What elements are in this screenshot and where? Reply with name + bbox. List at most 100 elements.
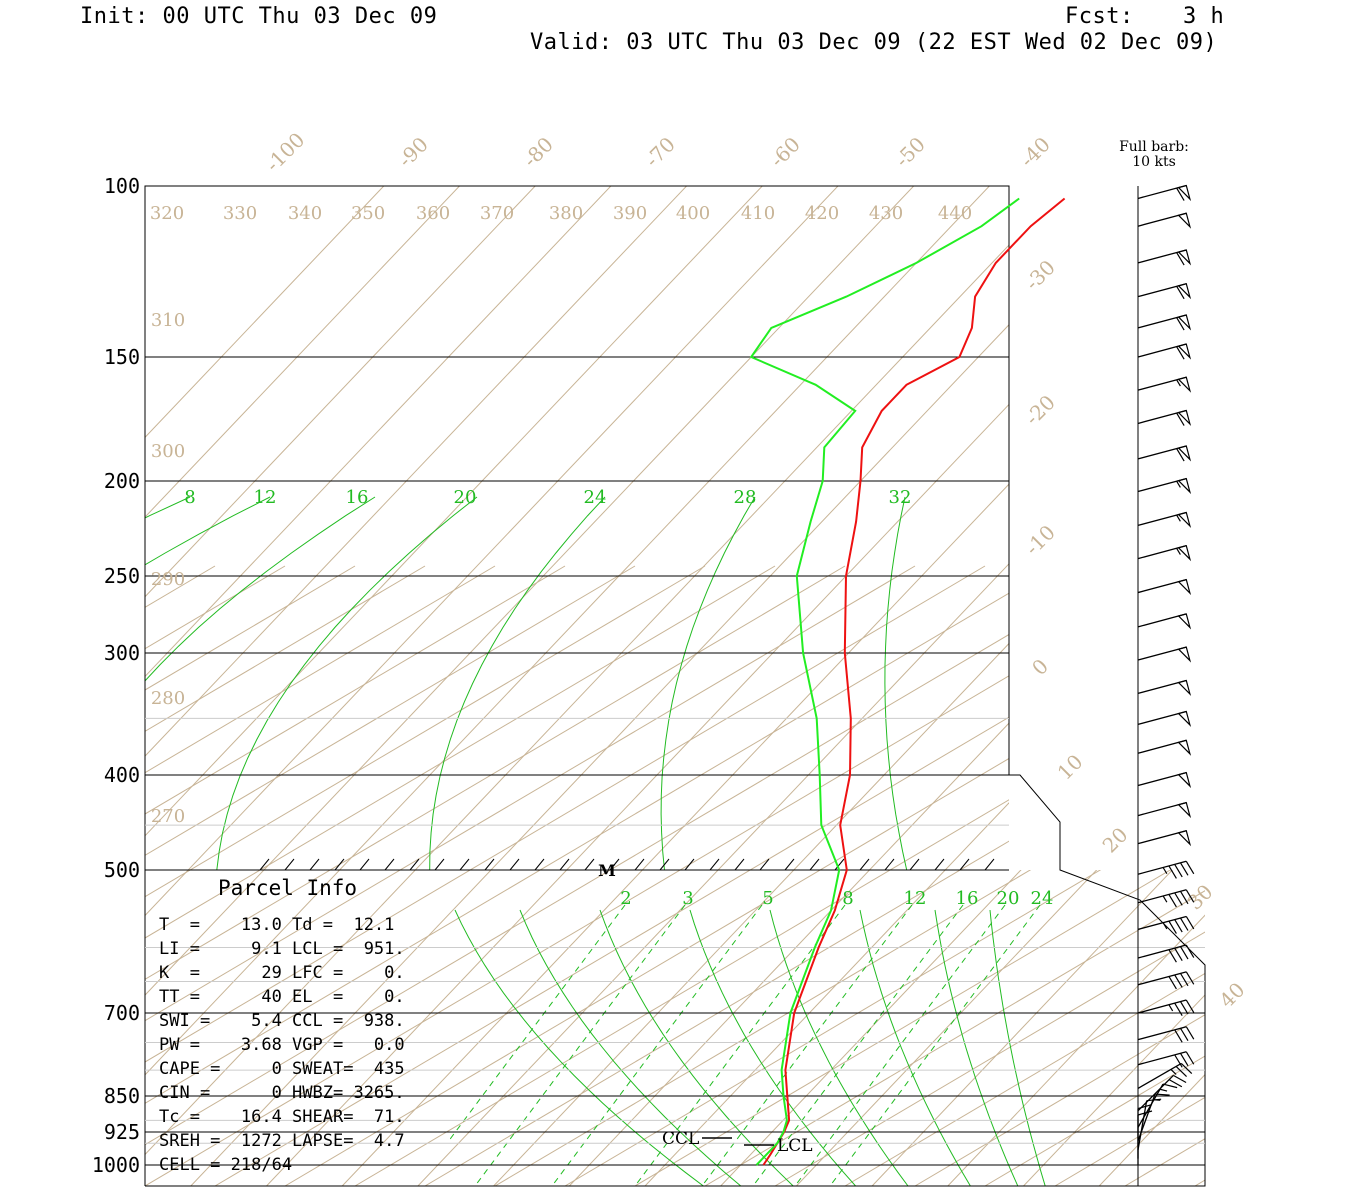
wind-barb <box>1137 860 1195 879</box>
hatch-mark <box>484 858 495 871</box>
barb-flag <box>1177 511 1192 529</box>
isotherm-line <box>644 870 946 1186</box>
mixing-ratio-label: 12 <box>254 487 277 508</box>
barb-feather <box>1185 860 1195 875</box>
hatch-mark <box>659 858 670 871</box>
mixing-ratio-label: 16 <box>346 487 369 508</box>
isotherm-label: -10 <box>1020 520 1060 560</box>
isotherm-label: -100 <box>261 128 310 177</box>
barb-feather <box>1180 1062 1193 1074</box>
hatch-mark <box>584 858 595 871</box>
barb-half-feather <box>1176 547 1181 555</box>
adiabat-line <box>1195 566 1350 1186</box>
mixing-ratio-dash <box>634 904 846 1186</box>
lcl-label: LCL <box>777 1136 813 1156</box>
wind-barb <box>1137 1026 1195 1043</box>
mixing-ratio-label: 12 <box>904 888 927 909</box>
mixing-ratio-curve <box>216 496 478 870</box>
hatch-mark <box>259 858 270 871</box>
hatch-mark <box>984 858 995 871</box>
adiabat-line <box>145 870 612 1146</box>
hatch-mark <box>309 858 320 871</box>
barb-legend-line2: 10 kts <box>1132 154 1176 170</box>
valid-time: Valid: 03 UTC Thu 03 Dec 09 (22 EST Wed … <box>530 30 1218 55</box>
isotherm-line <box>145 186 461 518</box>
pressure-label: 925 <box>104 1120 140 1144</box>
parcel-row: T = 13.0 Td = 12.1 <box>159 915 394 935</box>
hatch-mark <box>359 858 370 871</box>
parcel-row: SREH = 1272 LAPSE= 4.7 <box>159 1131 405 1151</box>
barb-feather <box>1185 999 1195 1013</box>
barb-feather <box>1179 1053 1189 1067</box>
barb-flag <box>1177 646 1192 663</box>
theta-label: 390 <box>613 203 647 224</box>
adiabat-line <box>145 565 566 815</box>
wind-barb <box>1137 477 1192 495</box>
moist-adiabat-curve <box>599 909 794 1186</box>
isotherm-label: -70 <box>640 132 680 172</box>
barb-feather <box>1176 317 1185 331</box>
isotherm-label: -50 <box>890 132 930 172</box>
hatch-mark <box>959 858 970 871</box>
isotherm-line <box>1099 100 1350 1186</box>
theta-label: 430 <box>869 203 903 224</box>
wind-barb <box>1137 801 1192 819</box>
isotherm-line <box>190 870 492 1186</box>
mixing-ratio-dash <box>794 904 1006 1186</box>
theta-label: 420 <box>805 203 839 224</box>
theta-label: 280 <box>151 688 185 709</box>
theta-label: 380 <box>549 203 583 224</box>
adiabat-line <box>145 565 356 691</box>
isotherm-line <box>796 870 1098 1186</box>
adiabat-line <box>354 870 892 1186</box>
barb-feather <box>1168 1079 1183 1088</box>
adiabat-line <box>1125 566 1350 1186</box>
adiabat-line <box>145 565 426 732</box>
barb-flag <box>1177 801 1192 819</box>
wind-barb <box>1137 1098 1162 1151</box>
adiabat-line <box>424 870 962 1186</box>
hatch-mark <box>509 858 520 871</box>
wind-barb <box>1137 1074 1187 1112</box>
isotherm-line <box>1098 1073 1205 1186</box>
wind-barb <box>1137 409 1192 427</box>
barb-feather <box>1168 920 1177 934</box>
hatch-mark <box>734 858 745 871</box>
wind-barb <box>1137 1062 1193 1089</box>
barb-flag <box>1177 739 1192 756</box>
adiabat-line <box>564 870 1102 1186</box>
mixing-ratio-label: 2 <box>620 888 631 909</box>
wind-barb <box>1137 1110 1153 1165</box>
theta-label: 300 <box>151 441 185 462</box>
wind-barb <box>1137 739 1192 756</box>
isotherm-line <box>944 802 1009 870</box>
isotherm-line <box>1023 994 1205 1186</box>
moist-adiabat-curve <box>989 909 1046 1186</box>
mixing-ratio-label: 3 <box>682 888 693 909</box>
isotherm-line <box>871 870 1173 1186</box>
barb-feather <box>1175 1065 1187 1077</box>
isotherm-line <box>341 870 644 1186</box>
forecast-hour: 3 h <box>1183 4 1225 29</box>
barb-staff <box>1137 915 1187 931</box>
adiabat-line <box>539 592 1009 870</box>
barb-feather <box>1185 889 1195 903</box>
mixing-ratio-dash <box>551 904 763 1186</box>
isotherm-label: -60 <box>765 132 805 172</box>
isotherm-line <box>493 870 795 1186</box>
barb-feather <box>1179 1001 1189 1015</box>
barb-staff <box>1137 1100 1148 1151</box>
barb-flag <box>1177 409 1192 427</box>
hatch-mark <box>534 858 545 871</box>
adiabat-line <box>469 565 986 870</box>
barb-feather <box>1174 974 1183 988</box>
barb-feather <box>1168 976 1177 990</box>
wind-barbs <box>1137 184 1195 1186</box>
barb-flag <box>1177 679 1192 697</box>
barb-half-feather <box>1162 867 1168 875</box>
adiabat-line <box>214 870 752 1186</box>
barb-staff <box>1137 971 1187 986</box>
wind-barb <box>1137 613 1192 630</box>
chart-frame <box>144 185 1206 1187</box>
isotherm-line <box>720 870 1022 1186</box>
